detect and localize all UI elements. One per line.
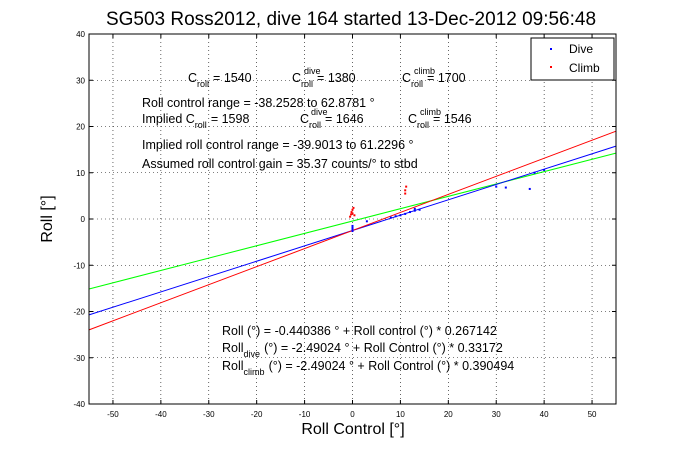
x-tick-label: 40 [540, 410, 549, 419]
dive-point [504, 186, 507, 189]
dive-point [418, 208, 421, 211]
implied-croll-label: Implied Croll = 1598 [142, 112, 249, 130]
dive-point [394, 215, 397, 218]
grid [89, 33, 616, 405]
y-tick-label: -40 [73, 400, 85, 409]
fit-equation-dive: Rolldive (°) = -2.49024 ° + Roll Control … [222, 341, 503, 359]
dive-point [408, 211, 411, 214]
croll-row: Croll = 1540 Croll = 1380 dive Croll = 1700… [188, 66, 466, 89]
climb-point [350, 211, 353, 214]
climb-point [404, 192, 407, 195]
y-tick-label: -30 [73, 354, 85, 363]
climb-point [350, 213, 353, 216]
y-tick-label: -10 [73, 261, 85, 270]
fit-equation-climb: Rollclimb (°) = -2.49024 ° + Roll Control… [222, 359, 514, 377]
roll-control-range: Roll control range = -38.2528 to 62.8781… [142, 96, 375, 110]
x-tick-label: 30 [492, 410, 501, 419]
climb-point [352, 206, 355, 209]
x-axis-label: Roll Control [°] [301, 421, 404, 438]
x-tick-label: 10 [396, 410, 405, 419]
x-tick-label: -50 [107, 410, 119, 419]
x-tick-label: -10 [299, 410, 311, 419]
dive-point [404, 212, 407, 215]
dive-point [413, 207, 416, 210]
dive-point [413, 209, 416, 212]
x-tick-label: -30 [203, 410, 215, 419]
fit-equation-all: Roll (°) = -0.440386 ° + Roll control (°… [222, 324, 497, 338]
x-tick-label: 50 [588, 410, 597, 419]
dive-point [533, 171, 536, 174]
implied-range: Implied roll control range = -39.9013 to… [142, 138, 414, 152]
y-tick-label: 10 [76, 169, 85, 178]
legend-climb-marker [550, 66, 552, 68]
legend-dive-marker [550, 48, 552, 50]
climb-point [405, 185, 408, 188]
gain-note: Assumed roll control gain = 35.37 counts… [142, 157, 418, 171]
fit-line-0 [88, 152, 617, 290]
legend-climb-label: Climb [569, 61, 600, 75]
croll-climb-label: Croll = 1700 [402, 71, 466, 89]
x-tick-label: 0 [350, 410, 355, 419]
y-tick-label: 0 [81, 215, 86, 224]
climb-point [351, 212, 354, 215]
dive-point [365, 220, 368, 223]
x-tick-label: 20 [444, 410, 453, 419]
implied-row: Implied Croll = 1598 Croll = 1646 dive Cro… [142, 107, 472, 130]
dive-point [528, 187, 531, 190]
dive-point [389, 216, 392, 219]
dive-point [399, 214, 402, 217]
climb-point [349, 215, 352, 218]
climb-point [351, 208, 354, 211]
dive-point [351, 230, 354, 233]
y-tick-label: 30 [76, 76, 85, 85]
implied-croll-climb-label: Croll = 1546 [408, 112, 472, 130]
y-axis-label: Roll [°] [39, 195, 56, 242]
climb-point [353, 214, 356, 217]
implied-croll-climb-sup: climb [420, 107, 441, 117]
x-tick-label: -20 [251, 410, 263, 419]
croll-dive-label: Croll = 1380 [292, 71, 356, 89]
annotations: Croll = 1540 Croll = 1380 dive Croll = 1700… [142, 66, 514, 377]
chart-title: SG503 Ross2012, dive 164 started 13-Dec-… [106, 9, 596, 30]
implied-croll-dive-sup: dive [311, 107, 328, 117]
dive-point [543, 168, 546, 171]
climb-point [404, 189, 407, 192]
dive-point [351, 228, 354, 231]
axis-ticks: -50 -40 -30 -20 -10 0 10 20 30 40 50 -40 -30 -20 -10 0 1… [73, 30, 616, 419]
legend-dive-label: Dive [569, 42, 593, 56]
x-tick-label: -40 [155, 410, 167, 419]
y-tick-label: 20 [76, 123, 85, 132]
y-tick-label: -20 [73, 308, 85, 317]
croll-dive-sup: dive [304, 66, 321, 76]
dive-point [495, 185, 498, 188]
dive-point [351, 224, 354, 227]
legend: Dive Climb [530, 37, 615, 81]
croll-climb-sup: climb [414, 66, 435, 76]
dive-point [351, 226, 354, 229]
implied-croll-dive-label: Croll = 1646 [300, 112, 364, 130]
croll-label: Croll = 1540 [188, 71, 252, 89]
data-points [349, 168, 546, 233]
y-tick-label: 40 [76, 30, 85, 39]
legend-box [530, 37, 615, 81]
